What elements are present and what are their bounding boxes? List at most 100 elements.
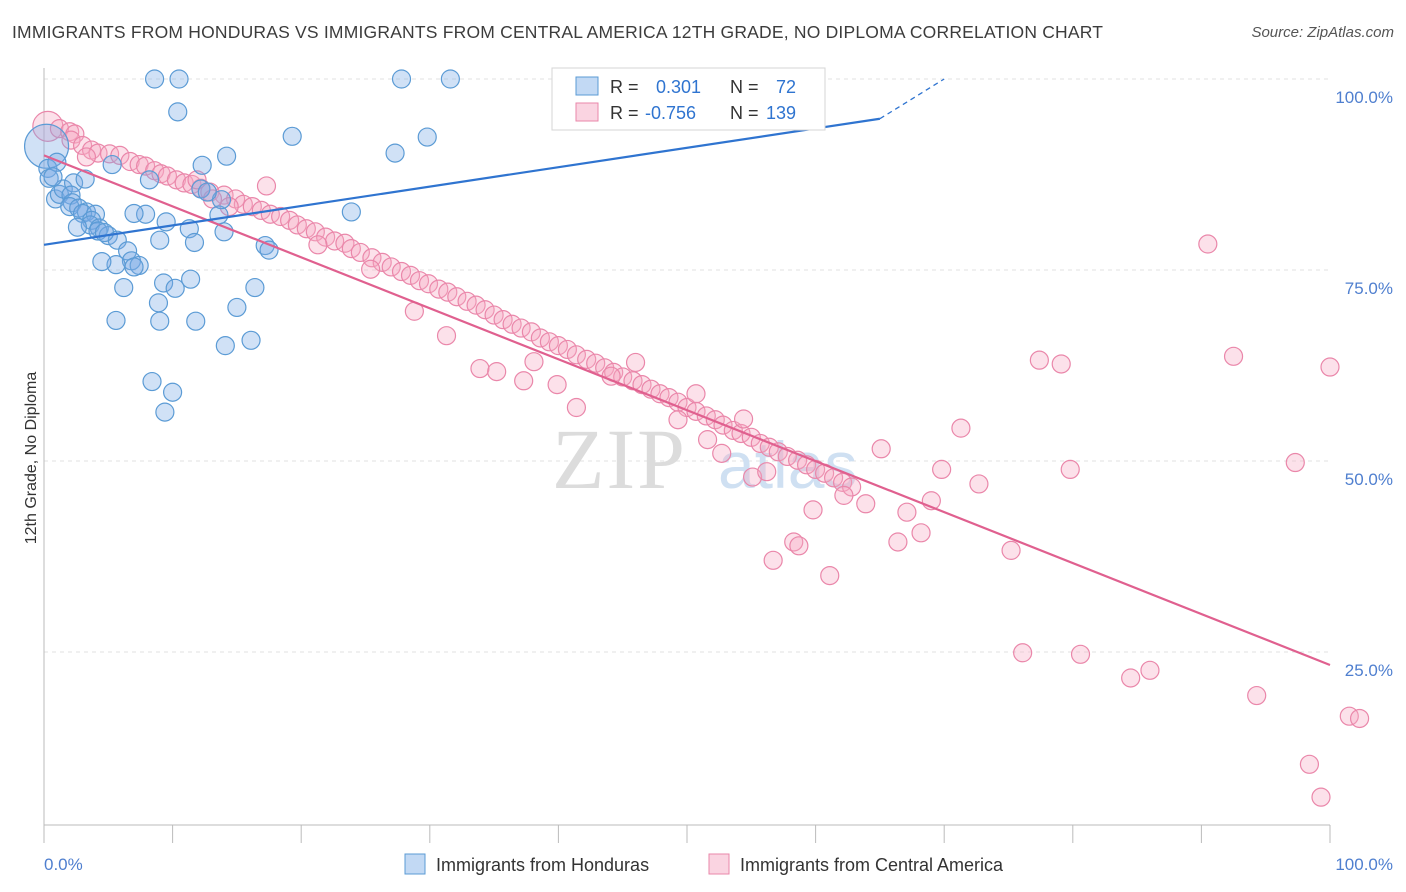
honduras-point bbox=[417, 127, 437, 147]
honduras-point bbox=[184, 232, 205, 253]
central-america-point bbox=[557, 339, 578, 360]
central-america-point bbox=[566, 345, 587, 365]
central-america-point bbox=[632, 375, 652, 395]
central-america-point bbox=[1070, 644, 1091, 664]
bottom-legend-swatch-central-america bbox=[708, 853, 730, 875]
honduras-point bbox=[192, 155, 212, 175]
central-america-point bbox=[1051, 354, 1071, 374]
central-america-trendline bbox=[43, 154, 1331, 667]
central-america-point bbox=[1311, 787, 1331, 807]
central-america-point bbox=[625, 352, 646, 373]
x-tick-labels: 0.0% 100.0% bbox=[44, 855, 1393, 874]
honduras-point bbox=[102, 154, 122, 175]
central-america-point bbox=[1140, 660, 1160, 680]
central-america-point bbox=[72, 135, 93, 156]
legend-n-value-1: 72 bbox=[776, 77, 796, 97]
honduras-point bbox=[245, 277, 265, 298]
central-america-point bbox=[834, 485, 854, 505]
central-america-point bbox=[763, 550, 783, 570]
honduras-point bbox=[391, 69, 412, 89]
y-tick-labels: 100.0% 75.0% 50.0% 25.0% bbox=[1335, 88, 1393, 680]
y-axis-label: 12th Grade, No Diploma bbox=[23, 372, 40, 545]
honduras-point bbox=[186, 311, 206, 331]
watermark: ZIP atlas bbox=[552, 411, 857, 507]
honduras-point bbox=[385, 143, 405, 163]
trendlines bbox=[43, 78, 1331, 667]
central-america-point bbox=[484, 305, 504, 325]
honduras-point bbox=[197, 182, 217, 202]
central-america-point bbox=[586, 353, 606, 373]
honduras-point bbox=[169, 69, 189, 89]
honduras-point bbox=[440, 69, 460, 89]
central-america-point bbox=[911, 523, 931, 543]
central-america-point bbox=[308, 235, 328, 255]
central-america-point bbox=[524, 352, 544, 372]
central-america-point bbox=[856, 494, 876, 514]
central-america-point bbox=[668, 410, 688, 430]
central-america-point bbox=[1299, 754, 1320, 774]
legend-n-value-2: 139 bbox=[766, 103, 796, 123]
x-tick-label-max: 100.0% bbox=[1335, 855, 1393, 874]
bottom-legend-label-central-america: Immigrants from Central America bbox=[740, 855, 1004, 875]
central-america-point bbox=[820, 565, 840, 586]
central-america-point bbox=[487, 362, 507, 382]
honduras-point bbox=[341, 202, 361, 222]
central-america-point bbox=[350, 242, 370, 263]
honduras-point bbox=[142, 371, 162, 392]
honduras-point bbox=[23, 123, 70, 169]
central-america-point bbox=[1198, 234, 1218, 254]
central-america-point bbox=[1121, 668, 1141, 688]
legend-n-label-2: N = bbox=[730, 103, 759, 123]
honduras-point bbox=[163, 382, 183, 402]
central-america-point bbox=[418, 274, 439, 294]
honduras-point bbox=[227, 297, 247, 318]
central-america-point bbox=[76, 147, 97, 167]
honduras-point bbox=[114, 277, 134, 298]
honduras-point bbox=[139, 170, 160, 190]
central-america-point bbox=[381, 257, 401, 277]
central-america-point bbox=[757, 462, 777, 482]
central-america-points bbox=[32, 110, 1370, 807]
central-america-point bbox=[969, 474, 989, 494]
central-america-point bbox=[511, 318, 531, 338]
central-america-point bbox=[1001, 540, 1021, 560]
central-america-point bbox=[712, 443, 732, 463]
honduras-point bbox=[150, 311, 170, 331]
central-america-point bbox=[361, 259, 381, 279]
x-tick-label-min: 0.0% bbox=[44, 855, 83, 874]
y-tick-label: 100.0% bbox=[1335, 88, 1393, 107]
central-america-point bbox=[372, 252, 392, 272]
central-america-point bbox=[493, 310, 513, 330]
central-america-point bbox=[1013, 643, 1033, 663]
legend-swatch-pink bbox=[575, 102, 599, 122]
legend-r-value-1: 0.301 bbox=[656, 77, 701, 97]
central-america-point bbox=[697, 430, 718, 450]
central-america-point bbox=[256, 176, 277, 196]
legend-r-label-1: R = bbox=[610, 77, 639, 97]
honduras-point bbox=[148, 293, 169, 313]
central-america-point bbox=[686, 384, 706, 404]
central-america-point bbox=[1223, 346, 1244, 366]
honduras-point bbox=[215, 336, 235, 356]
central-america-point bbox=[1247, 685, 1267, 706]
honduras-point bbox=[94, 222, 115, 243]
honduras-point bbox=[92, 251, 112, 272]
honduras-point bbox=[106, 310, 126, 331]
central-america-point bbox=[733, 409, 754, 429]
central-america-point bbox=[436, 326, 457, 346]
honduras-point bbox=[165, 278, 185, 298]
central-america-point bbox=[1060, 459, 1080, 480]
central-america-point bbox=[1029, 350, 1049, 370]
honduras-point bbox=[106, 255, 126, 275]
central-america-point bbox=[1320, 357, 1340, 377]
honduras-point bbox=[181, 269, 201, 289]
central-america-point bbox=[335, 233, 355, 253]
y-tick-label: 75.0% bbox=[1345, 279, 1393, 298]
central-america-point bbox=[547, 375, 567, 395]
legend-swatch-blue bbox=[575, 76, 599, 96]
central-america-point bbox=[897, 502, 917, 522]
bottom-legend-swatch-honduras bbox=[404, 853, 426, 875]
central-america-point bbox=[470, 358, 490, 379]
axes bbox=[43, 68, 1330, 826]
honduras-point bbox=[150, 230, 170, 250]
